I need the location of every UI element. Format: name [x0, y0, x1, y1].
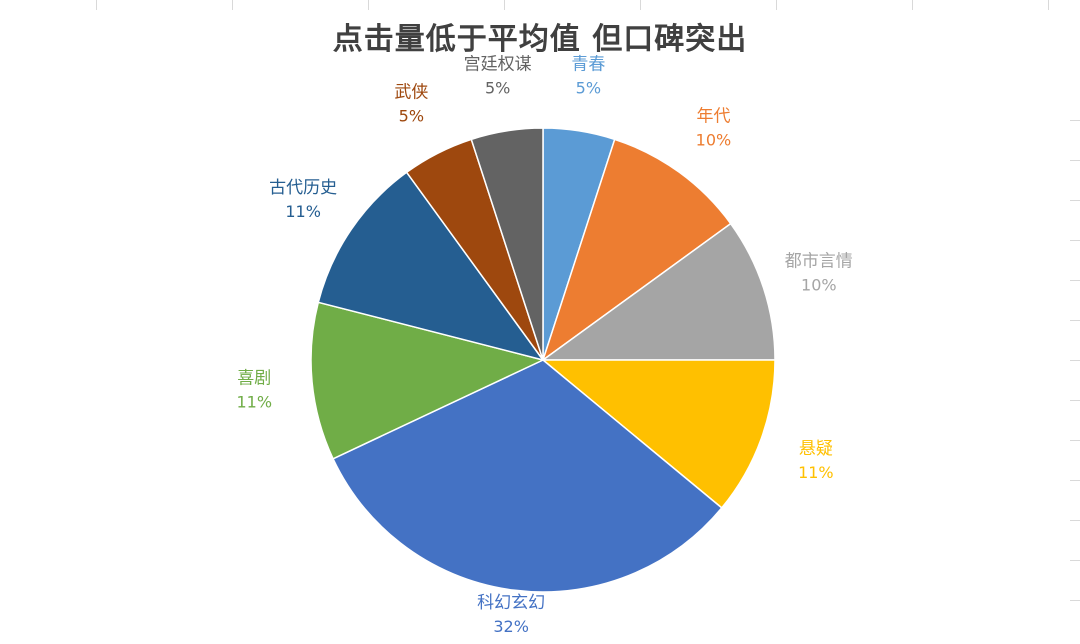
- grid-line: [1070, 200, 1080, 201]
- slice-category-label: 年代: [696, 106, 730, 126]
- grid-line: [912, 0, 913, 10]
- grid-line: [232, 0, 233, 10]
- grid-line: [1070, 440, 1080, 441]
- slice-category-label: 宫廷权谋: [464, 55, 532, 75]
- slice-value-label: 11%: [237, 392, 273, 411]
- slice-value-label: 5%: [576, 79, 601, 98]
- slice-category-label: 喜剧: [237, 368, 271, 388]
- pie-slice-6: [317, 171, 545, 362]
- grid-line: [1070, 160, 1080, 161]
- slice-label: 武侠 5%: [394, 83, 428, 126]
- slice-category-label: 都市言情: [785, 251, 853, 271]
- slice-category-label: 青春: [571, 55, 605, 75]
- slice-category-label: 悬疑: [799, 439, 833, 459]
- slice-label: 喜剧 11%: [237, 368, 273, 411]
- grid-line: [1048, 0, 1049, 10]
- slice-value-label: 5%: [485, 79, 510, 98]
- slice-value-label: 11%: [285, 202, 321, 221]
- slice-category-label: 科幻玄幻: [477, 593, 545, 613]
- slice-label: 古代历史 11%: [269, 178, 337, 221]
- grid-line: [504, 0, 505, 10]
- slice-label: 科幻玄幻 32%: [477, 593, 545, 636]
- slice-label: 宫廷权谋 5%: [464, 55, 532, 98]
- grid-line: [776, 0, 777, 10]
- grid-line: [1070, 280, 1080, 281]
- grid-line: [1070, 520, 1080, 521]
- slice-value-label: 32%: [493, 617, 529, 636]
- grid-line: [1070, 560, 1080, 561]
- grid-line: [1070, 480, 1080, 481]
- slice-label: 青春 5%: [571, 55, 605, 98]
- grid-line: [640, 0, 641, 10]
- grid-line: [1070, 400, 1080, 401]
- slice-category-label: 古代历史: [269, 178, 337, 198]
- chart-title: 点击量低于平均值 但口碑突出: [332, 22, 748, 57]
- slice-label: 年代 10%: [696, 106, 732, 149]
- pie-slice-2: [540, 222, 776, 361]
- slice-value-label: 11%: [798, 463, 834, 482]
- slice-label: 悬疑 11%: [798, 439, 834, 482]
- grid-line: [1070, 240, 1080, 241]
- slice-value-label: 10%: [696, 130, 732, 149]
- slice-label: 都市言情 10%: [785, 251, 853, 294]
- pie-slice-4: [332, 359, 723, 593]
- grid-line: [1070, 120, 1080, 121]
- grid-line: [1070, 600, 1080, 601]
- pie-slice-1: [541, 138, 732, 362]
- slice-category-label: 武侠: [394, 83, 428, 103]
- pie-slice-3: [540, 359, 776, 509]
- slice-value-label: 10%: [801, 275, 837, 294]
- grid-line: [1070, 320, 1080, 321]
- grid-line: [368, 0, 369, 10]
- grid-line: [1070, 360, 1080, 361]
- pie-slice-5: [310, 301, 546, 460]
- slice-value-label: 5%: [399, 107, 424, 126]
- pie-slice-8: [470, 127, 544, 361]
- grid-line: [96, 0, 97, 10]
